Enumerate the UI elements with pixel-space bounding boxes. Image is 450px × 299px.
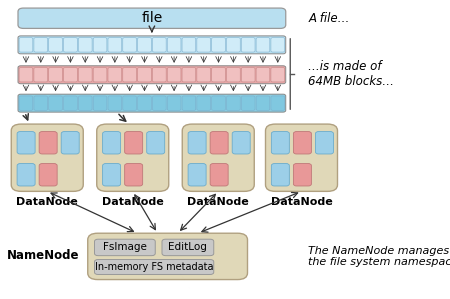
FancyBboxPatch shape (63, 68, 77, 82)
FancyBboxPatch shape (108, 68, 122, 82)
FancyBboxPatch shape (182, 68, 196, 82)
FancyBboxPatch shape (39, 164, 57, 186)
FancyBboxPatch shape (315, 132, 333, 154)
FancyBboxPatch shape (197, 96, 211, 110)
FancyBboxPatch shape (93, 96, 107, 110)
FancyBboxPatch shape (271, 68, 284, 82)
FancyBboxPatch shape (49, 38, 63, 52)
FancyBboxPatch shape (123, 38, 136, 52)
FancyBboxPatch shape (197, 38, 211, 52)
FancyBboxPatch shape (182, 124, 254, 191)
FancyBboxPatch shape (94, 260, 214, 274)
FancyBboxPatch shape (17, 132, 35, 154)
FancyBboxPatch shape (88, 233, 248, 280)
FancyBboxPatch shape (49, 96, 63, 110)
FancyBboxPatch shape (123, 68, 136, 82)
FancyBboxPatch shape (293, 132, 311, 154)
FancyBboxPatch shape (108, 38, 122, 52)
FancyBboxPatch shape (17, 164, 35, 186)
FancyBboxPatch shape (226, 96, 240, 110)
Text: DataNode: DataNode (270, 197, 333, 207)
FancyBboxPatch shape (18, 36, 286, 54)
FancyBboxPatch shape (212, 68, 225, 82)
FancyBboxPatch shape (125, 164, 143, 186)
FancyBboxPatch shape (19, 68, 33, 82)
FancyBboxPatch shape (153, 68, 166, 82)
FancyBboxPatch shape (271, 132, 289, 154)
FancyBboxPatch shape (182, 96, 196, 110)
FancyBboxPatch shape (78, 38, 92, 52)
FancyBboxPatch shape (147, 132, 165, 154)
FancyBboxPatch shape (39, 132, 57, 154)
FancyBboxPatch shape (197, 68, 211, 82)
FancyBboxPatch shape (49, 68, 63, 82)
FancyBboxPatch shape (18, 8, 286, 28)
FancyBboxPatch shape (266, 124, 338, 191)
FancyBboxPatch shape (188, 132, 206, 154)
Text: DataNode: DataNode (187, 197, 249, 207)
FancyBboxPatch shape (271, 96, 284, 110)
FancyBboxPatch shape (256, 68, 270, 82)
FancyBboxPatch shape (182, 38, 196, 52)
Text: …is made of
64MB blocks…: …is made of 64MB blocks… (308, 60, 394, 88)
FancyBboxPatch shape (103, 132, 121, 154)
FancyBboxPatch shape (11, 124, 83, 191)
FancyBboxPatch shape (167, 96, 181, 110)
FancyBboxPatch shape (94, 239, 155, 256)
Text: In-memory FS metadata: In-memory FS metadata (95, 262, 213, 272)
FancyBboxPatch shape (153, 38, 166, 52)
FancyBboxPatch shape (19, 96, 33, 110)
Text: The NameNode manages
the file system namespace: The NameNode manages the file system nam… (308, 245, 450, 267)
FancyBboxPatch shape (167, 38, 181, 52)
Text: DataNode: DataNode (102, 197, 164, 207)
FancyBboxPatch shape (138, 38, 151, 52)
FancyBboxPatch shape (153, 96, 166, 110)
FancyBboxPatch shape (61, 132, 79, 154)
FancyBboxPatch shape (63, 38, 77, 52)
FancyBboxPatch shape (78, 96, 92, 110)
FancyBboxPatch shape (210, 164, 228, 186)
FancyBboxPatch shape (232, 132, 250, 154)
FancyBboxPatch shape (97, 124, 169, 191)
FancyBboxPatch shape (256, 38, 270, 52)
Text: file: file (141, 11, 162, 25)
FancyBboxPatch shape (271, 38, 284, 52)
FancyBboxPatch shape (212, 96, 225, 110)
FancyBboxPatch shape (188, 164, 206, 186)
FancyBboxPatch shape (162, 239, 214, 256)
FancyBboxPatch shape (93, 68, 107, 82)
FancyBboxPatch shape (123, 96, 136, 110)
FancyBboxPatch shape (103, 164, 121, 186)
FancyBboxPatch shape (241, 38, 255, 52)
FancyBboxPatch shape (138, 68, 151, 82)
FancyBboxPatch shape (78, 68, 92, 82)
FancyBboxPatch shape (63, 96, 77, 110)
FancyBboxPatch shape (18, 94, 286, 112)
FancyBboxPatch shape (241, 68, 255, 82)
Text: NameNode: NameNode (6, 249, 79, 262)
Text: EditLog: EditLog (168, 242, 207, 252)
FancyBboxPatch shape (108, 96, 122, 110)
FancyBboxPatch shape (293, 164, 311, 186)
Text: A file…: A file… (308, 12, 350, 25)
FancyBboxPatch shape (210, 132, 228, 154)
FancyBboxPatch shape (34, 38, 48, 52)
FancyBboxPatch shape (241, 96, 255, 110)
FancyBboxPatch shape (256, 96, 270, 110)
FancyBboxPatch shape (34, 96, 48, 110)
FancyBboxPatch shape (125, 132, 143, 154)
FancyBboxPatch shape (34, 68, 48, 82)
FancyBboxPatch shape (19, 38, 33, 52)
FancyBboxPatch shape (212, 38, 225, 52)
Text: FsImage: FsImage (103, 242, 147, 252)
FancyBboxPatch shape (226, 38, 240, 52)
FancyBboxPatch shape (138, 96, 151, 110)
FancyBboxPatch shape (271, 164, 289, 186)
FancyBboxPatch shape (226, 68, 240, 82)
FancyBboxPatch shape (167, 68, 181, 82)
Text: DataNode: DataNode (16, 197, 78, 207)
FancyBboxPatch shape (93, 38, 107, 52)
FancyBboxPatch shape (18, 66, 286, 84)
